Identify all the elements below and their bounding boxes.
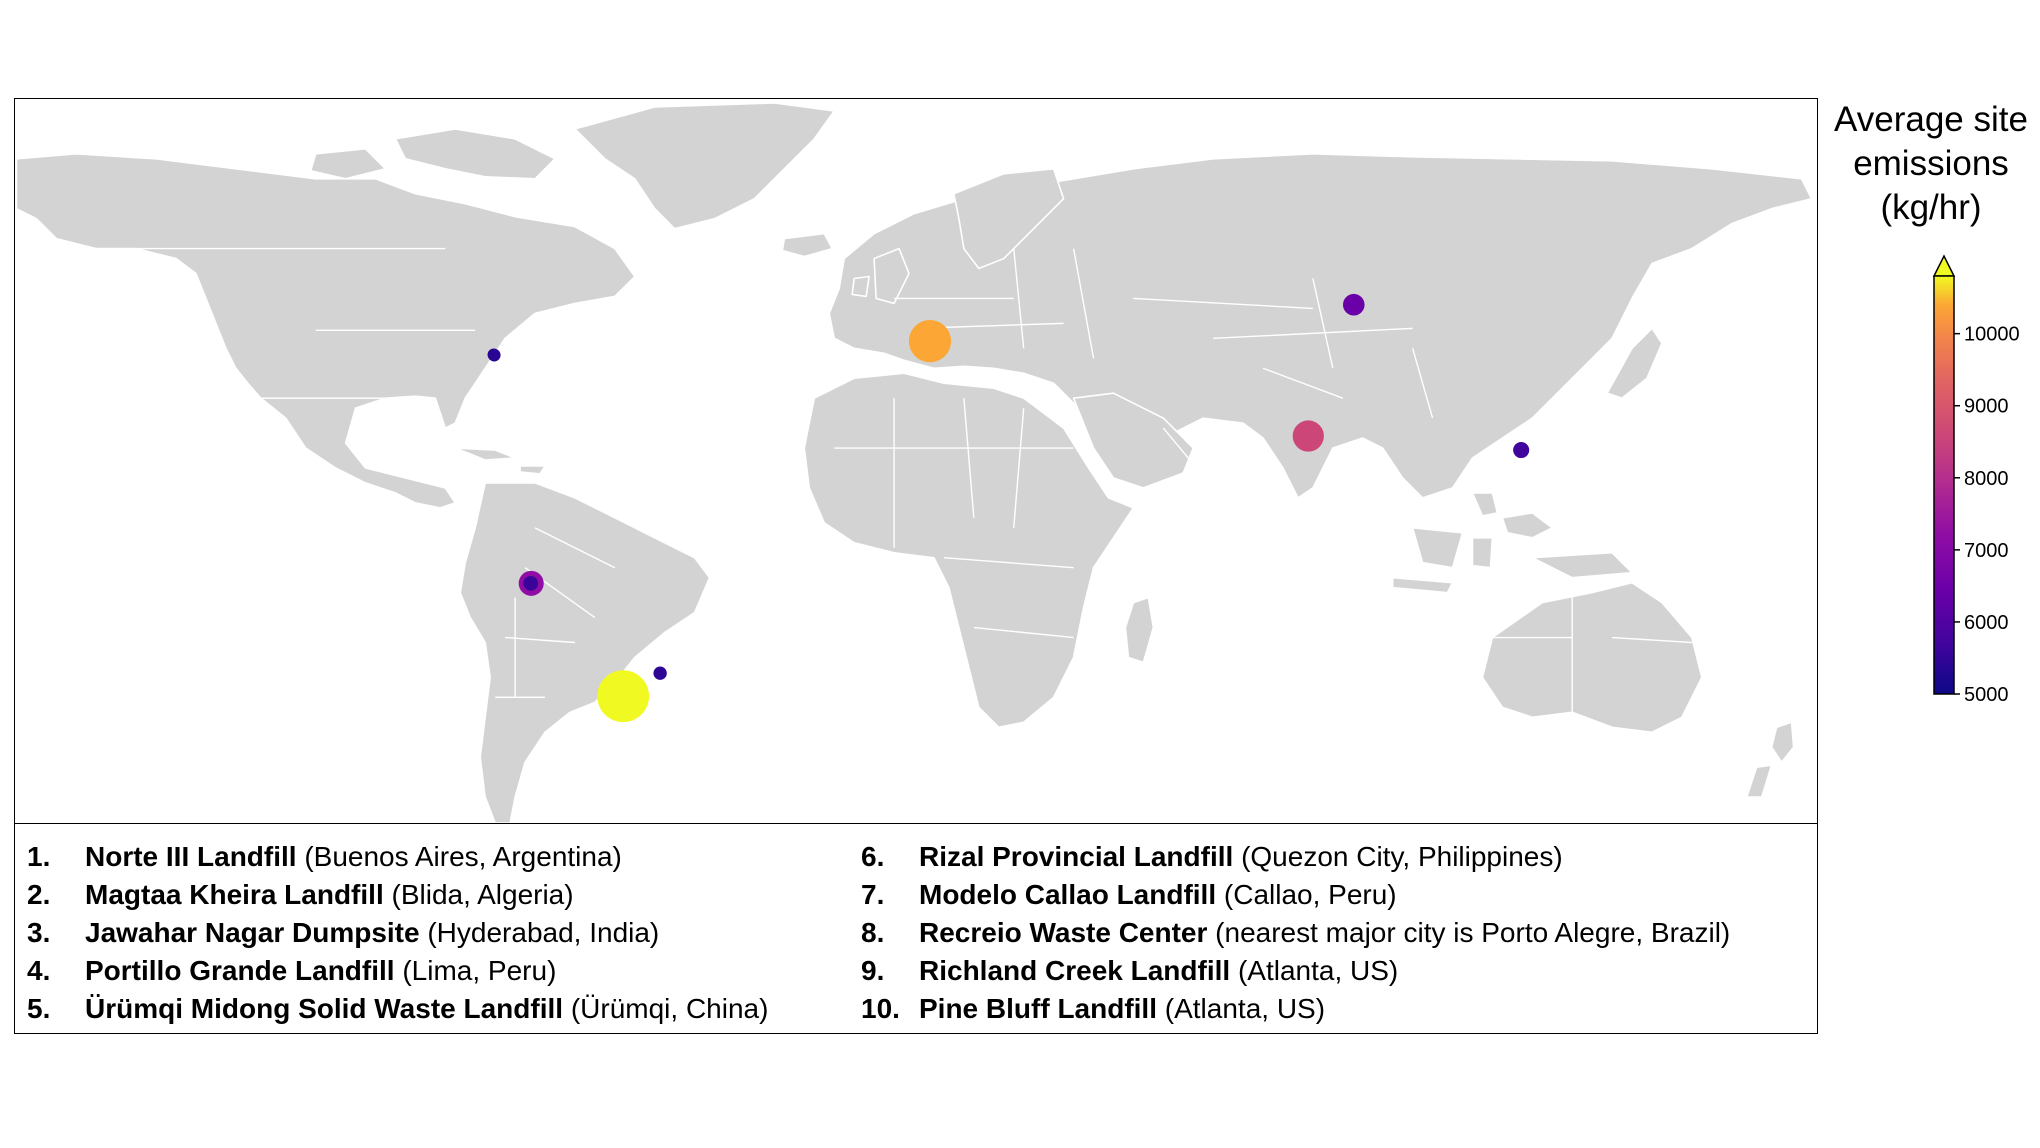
legend-item: 4. Portillo Grande Landfill (Lima, Peru) xyxy=(27,952,768,990)
site-marker-10 xyxy=(487,348,500,361)
legend-site-location: (Quezon City, Philippines) xyxy=(1233,841,1563,872)
land-madagascar xyxy=(1124,596,1155,664)
legend-number: 5. xyxy=(27,993,51,1024)
legend-site-location: (Blida, Algeria) xyxy=(383,879,574,910)
land-layer xyxy=(15,102,1813,823)
legend-item: 10. Pine Bluff Landfill (Atlanta, US) xyxy=(861,990,1730,1028)
colorbar-title-line: (kg/hr) xyxy=(1880,188,1982,227)
map-canvas xyxy=(15,102,1813,823)
colorbar: 10000 9000 8000 7000 6000 5000 xyxy=(1932,254,2020,706)
land-southeast-asia-islands xyxy=(1391,492,1633,594)
colorbar-extend-arrow xyxy=(1932,254,1956,277)
legend-item: 5. Ürümqi Midong Solid Waste Landfill (Ür… xyxy=(27,990,768,1028)
legend-site-name: Richland Creek Landfill xyxy=(919,955,1231,986)
site-marker-3 xyxy=(1292,420,1324,452)
legend-number: 2. xyxy=(27,879,51,910)
legend-site-location: (Atlanta, US) xyxy=(1230,955,1399,986)
legend-site-name: Rizal Provincial Landfill xyxy=(919,841,1234,872)
land-africa xyxy=(803,372,1135,729)
legend-number: 6. xyxy=(861,841,885,872)
legend-site-name: Pine Bluff Landfill xyxy=(919,993,1157,1024)
legend-site-name: Norte III Landfill xyxy=(85,841,297,872)
land-south-america xyxy=(459,482,711,823)
site-marker-2 xyxy=(908,320,952,363)
legend-item: 1. Norte III Landfill (Buenos Aires, Arge… xyxy=(27,838,768,876)
legend-item: 6. Rizal Provincial Landfill (Quezon City… xyxy=(861,838,1730,876)
site-legend: 1. Norte III Landfill (Buenos Aires, Arge… xyxy=(14,824,1818,1034)
land-british-isles xyxy=(851,247,910,305)
legend-number: 7. xyxy=(861,879,885,910)
colorbar-tick-label: 5000 xyxy=(1964,684,2009,706)
colorbar-title: Average site emissions (kg/hr) xyxy=(1826,98,2036,230)
colorbar-tick-label: 10000 xyxy=(1964,324,2020,346)
land-arctic-islands xyxy=(309,128,556,180)
colorbar-ticks: 10000 9000 8000 7000 6000 5000 xyxy=(1954,324,2020,706)
legend-site-location: (Callao, Peru) xyxy=(1216,879,1397,910)
legend-site-name: Magtaa Kheira Landfill xyxy=(85,879,384,910)
legend-site-location: (Ürümqi, China) xyxy=(563,993,769,1024)
colorbar-title-line: emissions xyxy=(1853,144,2009,183)
colorbar-tick-label: 8000 xyxy=(1964,468,2009,490)
legend-site-location: (Atlanta, US) xyxy=(1157,993,1326,1024)
land-arabia xyxy=(1072,392,1195,489)
site-marker-7 xyxy=(523,575,539,591)
legend-number: 4. xyxy=(27,955,51,986)
legend-site-name: Ürümqi Midong Solid Waste Landfill xyxy=(85,993,564,1024)
landfill-sites xyxy=(487,293,1530,723)
legend-number: 1. xyxy=(27,841,51,872)
land-japan xyxy=(1606,327,1663,399)
legend-number: 9. xyxy=(861,955,885,986)
colorbar-tick-label: 9000 xyxy=(1964,396,2009,418)
legend-item: 8. Recreio Waste Center (nearest major ci… xyxy=(861,914,1730,952)
legend-site-location: (Lima, Peru) xyxy=(394,955,557,986)
land-caribbean xyxy=(454,447,546,475)
legend-number: 10. xyxy=(861,993,900,1024)
legend-site-location: (Buenos Aires, Argentina) xyxy=(296,841,622,872)
legend-item: 7. Modelo Callao Landfill (Callao, Peru) xyxy=(861,876,1730,914)
land-scandinavia xyxy=(953,168,1065,270)
legend-column-right: 6. Rizal Provincial Landfill (Quezon City… xyxy=(861,838,1730,1028)
site-marker-6 xyxy=(1513,441,1530,459)
site-marker-5 xyxy=(1342,293,1365,316)
colorbar-gradient xyxy=(1933,275,1955,695)
land-australia xyxy=(1481,581,1703,734)
land-new-zealand xyxy=(1745,721,1795,798)
world-map xyxy=(14,98,1818,824)
colorbar-title-line: Average site xyxy=(1834,100,2028,139)
legend-site-name: Portillo Grande Landfill xyxy=(85,955,395,986)
land-eurasia xyxy=(828,153,1813,499)
legend-column-left: 1. Norte III Landfill (Buenos Aires, Arge… xyxy=(27,838,768,1028)
legend-item: 3. Jawahar Nagar Dumpsite (Hyderabad, Ind… xyxy=(27,914,768,952)
legend-site-location: (Hyderabad, India) xyxy=(419,917,660,948)
legend-number: 8. xyxy=(861,917,885,948)
legend-site-name: Modelo Callao Landfill xyxy=(919,879,1217,910)
legend-site-name: Jawahar Nagar Dumpsite xyxy=(85,917,420,948)
colorbar-tick-label: 6000 xyxy=(1964,612,2009,634)
legend-item: 2. Magtaa Kheira Landfill (Blida, Algeria… xyxy=(27,876,768,914)
legend-item: 9. Richland Creek Landfill (Atlanta, US) xyxy=(861,952,1730,990)
legend-number: 3. xyxy=(27,917,51,948)
country-borders xyxy=(136,247,1692,713)
land-greenland xyxy=(574,102,836,230)
legend-site-name: Recreio Waste Center xyxy=(919,917,1208,948)
colorbar-tick-label: 7000 xyxy=(1964,540,2009,562)
legend-site-location: (nearest major city is Porto Alegre, Bra… xyxy=(1207,917,1731,948)
land-iceland xyxy=(781,232,834,258)
site-marker-8 xyxy=(653,666,667,680)
site-marker-1 xyxy=(597,670,650,723)
